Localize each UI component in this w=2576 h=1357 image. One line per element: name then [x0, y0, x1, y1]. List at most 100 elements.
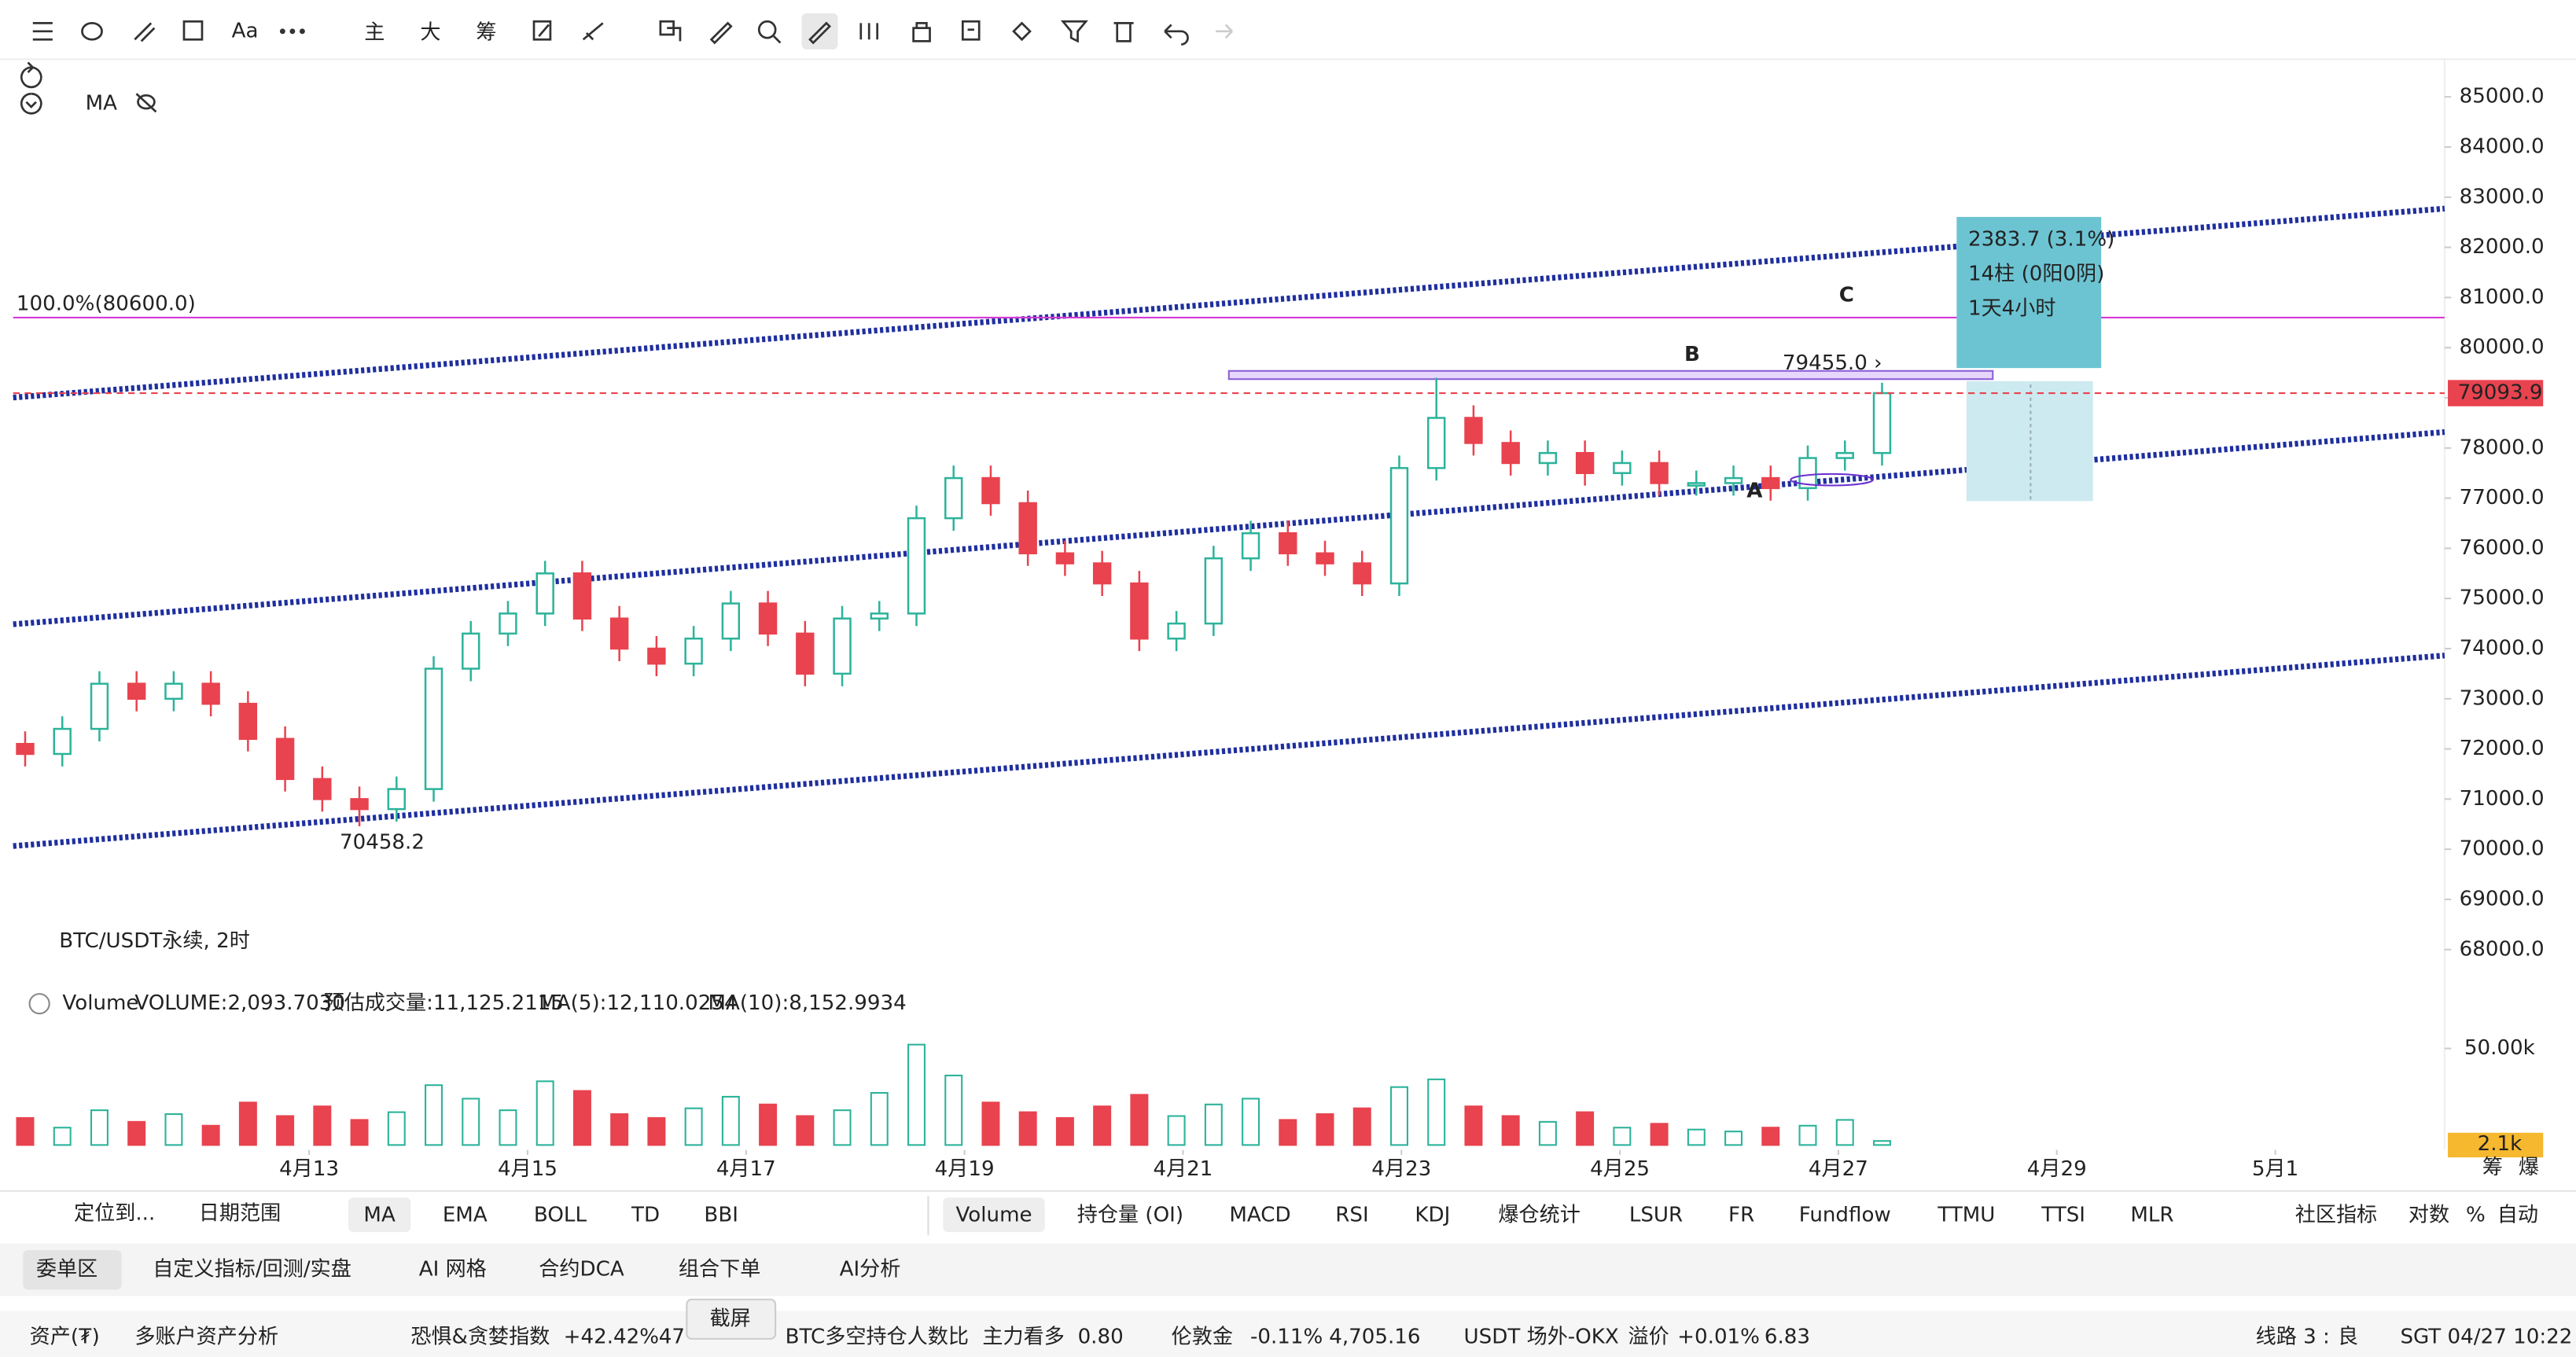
- undo[interactable]: [1164, 24, 1189, 46]
- volume-bar: [1576, 1111, 1595, 1146]
- candle-body: [275, 737, 295, 781]
- volume-bar: [572, 1090, 591, 1146]
- sub-indicator-tab[interactable]: 持仓量 (OI): [1077, 1204, 1183, 1227]
- main-indicator-tab[interactable]: EMA: [443, 1204, 488, 1227]
- candle-body: [1427, 417, 1446, 469]
- tool[interactable]: [532, 20, 552, 41]
- bottom-tab[interactable]: 委单区: [36, 1258, 98, 1282]
- status-item: 0.80: [1078, 1325, 1124, 1348]
- chart: 68000.0 69000.0 70000.0 71000.0 72000.0 73000…: [13, 85, 2545, 1181]
- sub-indicator-tab[interactable]: 爆仓统计: [1498, 1204, 1580, 1227]
- main-indicator-tab[interactable]: TD: [631, 1204, 660, 1227]
- ruler-tool[interactable]: [709, 21, 733, 45]
- bottom-tab[interactable]: 组合下单: [679, 1258, 760, 1282]
- axis-corner[interactable]: 爆: [2519, 1156, 2539, 1179]
- fib-label: 100.0%(80600.0): [17, 292, 196, 316]
- ellipse-tool[interactable]: [81, 22, 103, 41]
- menu-icon[interactable]: [32, 22, 53, 41]
- expand-icon[interactable]: [20, 92, 42, 115]
- sub-indicator-tab[interactable]: FR: [1728, 1204, 1754, 1227]
- status-item[interactable]: 截屏: [710, 1307, 751, 1330]
- volume-bar: [1427, 1078, 1446, 1146]
- candle-body: [1092, 562, 1112, 585]
- candle-body: [1798, 457, 1817, 490]
- status-item: 良: [2338, 1325, 2358, 1348]
- volume-bar: [1798, 1124, 1817, 1146]
- community-tab[interactable]: 社区指标: [2295, 1204, 2377, 1227]
- volume-bar: [684, 1107, 703, 1146]
- collapse-icon[interactable]: [28, 993, 50, 1015]
- bottom-tab[interactable]: 合约DCA: [539, 1258, 624, 1282]
- sub-indicator-tab[interactable]: Fundflow: [1799, 1204, 1891, 1227]
- y-tick-label: 77000.0: [2460, 486, 2545, 509]
- sub-indicator-tab[interactable]: KDJ: [1415, 1204, 1450, 1227]
- candle-body: [1464, 417, 1483, 444]
- candle-body: [387, 788, 406, 811]
- percent-toggle[interactable]: %: [2466, 1204, 2486, 1227]
- candle-body: [1501, 442, 1520, 465]
- sub-indicator-tab[interactable]: LSUR: [1629, 1204, 1683, 1227]
- wave-label: B: [1684, 343, 1700, 366]
- x-tick-label: 5月1: [2252, 1157, 2298, 1181]
- draw-tool[interactable]: [808, 21, 832, 45]
- collapse-icon[interactable]: [20, 61, 42, 89]
- bottom-tab[interactable]: AI分析: [840, 1258, 901, 1282]
- sub-indicator-tab[interactable]: RSI: [1335, 1204, 1368, 1227]
- main-indicator-tab[interactable]: MA: [363, 1204, 396, 1227]
- tool[interactable]: [1012, 21, 1032, 42]
- tool[interactable]: [961, 20, 981, 41]
- volume-bar: [462, 1098, 480, 1146]
- sub-indicator-tab[interactable]: TTMU: [1937, 1204, 1995, 1227]
- sub-indicator-tab[interactable]: Volume: [955, 1204, 1032, 1227]
- level-label: 79455.0 ›: [1783, 351, 1882, 375]
- status-item: +42.42%: [564, 1325, 659, 1348]
- x-tick-label: 4月21: [1153, 1157, 1213, 1181]
- log-toggle[interactable]: 对数: [2409, 1204, 2449, 1227]
- status-item[interactable]: 多账户资产分析: [134, 1325, 278, 1348]
- candle-body: [201, 682, 220, 705]
- tool[interactable]: [659, 20, 682, 42]
- active-tab-bg: [23, 1250, 122, 1290]
- y-tick-label: 80000.0: [2460, 336, 2545, 359]
- y-tick-label: 78000.0: [2460, 436, 2545, 459]
- candle-body: [1352, 562, 1371, 585]
- toolbar-button[interactable]: 筹: [476, 20, 496, 44]
- auto-toggle[interactable]: 自动: [2497, 1204, 2538, 1227]
- sub-indicator-tab[interactable]: MACD: [1229, 1204, 1290, 1227]
- main-indicator-tab[interactable]: BBI: [704, 1204, 738, 1227]
- candle-body: [1613, 462, 1632, 474]
- status-item: 主力看多: [982, 1325, 1064, 1348]
- zoom-tool[interactable]: [773, 35, 782, 44]
- hide-icon[interactable]: [135, 93, 157, 113]
- volume-bar: [535, 1080, 554, 1146]
- lock-tool[interactable]: [915, 22, 928, 28]
- filter-tool[interactable]: [1060, 20, 1088, 43]
- main-indicator-tab[interactable]: BOLL: [534, 1204, 587, 1227]
- indicator-label: MA: [86, 91, 118, 115]
- sub-indicator-tab[interactable]: TTSI: [2041, 1204, 2085, 1227]
- toolbar-button[interactable]: 大: [420, 20, 440, 44]
- tool[interactable]: [582, 22, 604, 41]
- status-item: 溢价: [1628, 1325, 1669, 1348]
- axis-corner[interactable]: 筹: [2482, 1156, 2503, 1179]
- volume-bar: [276, 1115, 295, 1146]
- volume-bar: [90, 1109, 109, 1146]
- toolbar-button[interactable]: 主: [364, 20, 385, 44]
- locate-button[interactable]: 定位到...: [74, 1202, 155, 1226]
- bottom-tab[interactable]: 自定义指标/回测/实盘: [153, 1258, 351, 1282]
- delete-tool[interactable]: [1113, 22, 1134, 42]
- sub-indicator-tab[interactable]: MLR: [2130, 1204, 2173, 1227]
- candle-body: [1650, 462, 1669, 484]
- volume-legend: Volume: [62, 991, 138, 1015]
- status-item: 6.83: [1765, 1325, 1810, 1348]
- bottom-tab[interactable]: AI 网格: [419, 1258, 487, 1282]
- volume-bar: [833, 1109, 852, 1146]
- candle-body: [944, 476, 963, 520]
- line-tool[interactable]: [134, 22, 156, 42]
- status-item: USDT 场外-OKX: [1464, 1325, 1619, 1348]
- candle-body: [1279, 532, 1297, 555]
- text-tool[interactable]: Aa: [232, 19, 259, 42]
- tool[interactable]: [859, 23, 879, 40]
- rect-tool[interactable]: [182, 20, 204, 41]
- date-range[interactable]: 日期范围: [199, 1202, 281, 1226]
